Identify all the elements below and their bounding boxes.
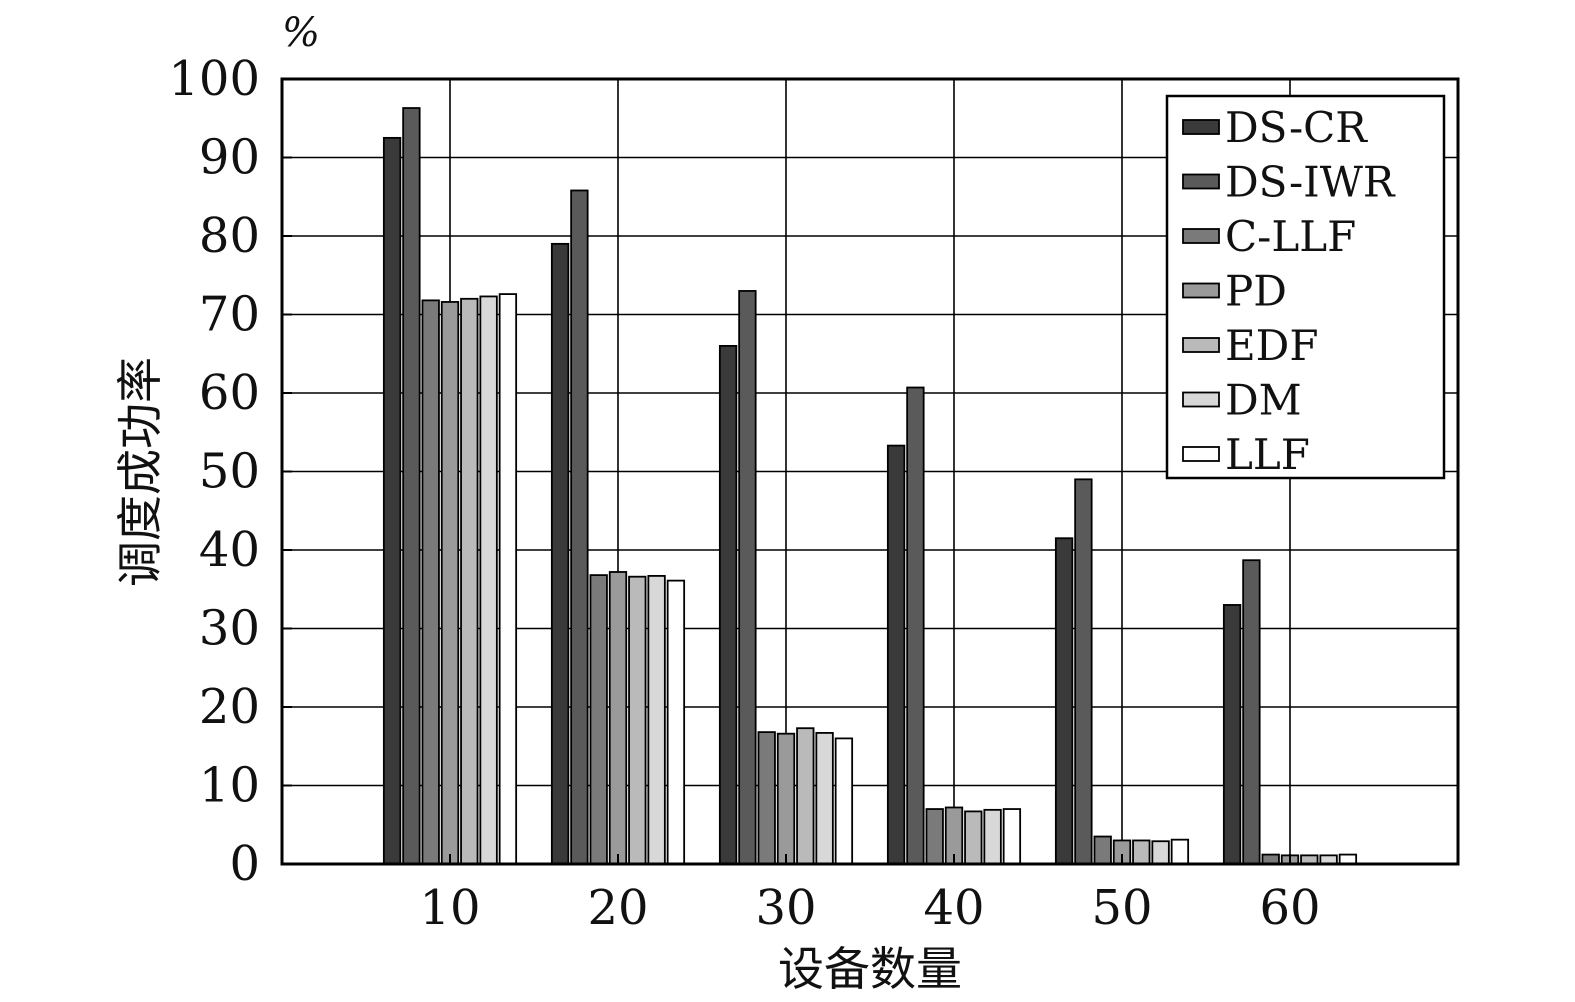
legend-swatch	[1182, 119, 1220, 135]
bar	[757, 731, 776, 865]
bar	[1222, 604, 1242, 865]
legend-label: C-LLF	[1225, 212, 1356, 261]
x-tick-label: 20	[587, 880, 648, 936]
bar	[1093, 835, 1112, 865]
y-tick-label: 100	[168, 51, 260, 107]
bar	[647, 575, 666, 865]
y-tick-label: 70	[199, 287, 260, 343]
bar	[964, 810, 983, 865]
legend-label: LLF	[1225, 430, 1310, 479]
bar	[666, 579, 686, 865]
bar	[628, 575, 647, 865]
bar	[382, 136, 402, 865]
bar	[1242, 559, 1261, 865]
y-tick-label: 60	[199, 365, 260, 421]
legend: DS-CR DS-IWR C-LLF PD EDF DM LLF	[1165, 94, 1446, 480]
bar	[796, 727, 815, 865]
x-axis-ticks: 10 20 30 40 50 60	[419, 854, 1321, 936]
bar	[550, 242, 570, 865]
legend-label: DS-CR	[1225, 103, 1368, 152]
bar	[738, 290, 757, 865]
bar	[776, 732, 796, 865]
legend-swatch	[1182, 228, 1220, 244]
bar	[1151, 840, 1170, 865]
legend-swatch	[1182, 282, 1220, 299]
bar	[421, 299, 440, 865]
legend-label: EDF	[1225, 321, 1318, 370]
bar	[498, 293, 518, 865]
y-axis-ticks: 0 10 20 30 40 50 60 70 80 90 100	[168, 51, 292, 892]
bar	[718, 344, 738, 865]
y-tick-label: 80	[199, 208, 260, 264]
x-tick-label: 10	[419, 880, 480, 936]
bar	[1074, 478, 1093, 865]
legend-swatch	[1182, 337, 1220, 353]
bar	[886, 444, 906, 865]
bar	[1054, 537, 1074, 865]
legend-label: DM	[1225, 376, 1302, 425]
y-tick-label: 90	[199, 130, 260, 186]
x-tick-label: 50	[1091, 880, 1152, 936]
bar	[589, 574, 608, 865]
y-tick-label: 50	[199, 444, 260, 500]
legend-swatch	[1182, 173, 1220, 190]
y-tick-label: 40	[199, 522, 260, 578]
y-unit-label: %	[282, 10, 320, 56]
y-tick-label: 0	[229, 836, 260, 892]
bar	[608, 571, 628, 865]
bar	[440, 301, 460, 865]
bar	[1132, 839, 1151, 865]
legend-swatch	[1182, 446, 1220, 462]
x-tick-label: 30	[755, 880, 816, 936]
bar	[834, 737, 854, 865]
y-axis-title: 调度成功率	[113, 357, 167, 587]
bar	[570, 189, 589, 865]
x-tick-label: 40	[923, 880, 984, 936]
bar	[906, 386, 925, 865]
bar	[460, 297, 479, 865]
y-tick-label: 10	[199, 758, 260, 814]
bar	[925, 808, 944, 865]
bar	[402, 107, 421, 865]
x-axis-title: 设备数量	[778, 942, 962, 996]
y-tick-label: 30	[199, 601, 260, 657]
bar	[815, 732, 834, 865]
bar	[983, 808, 1002, 865]
bar	[1170, 838, 1190, 865]
y-tick-label: 20	[199, 679, 260, 735]
legend-label: DS-IWR	[1225, 158, 1396, 207]
legend-swatch	[1182, 391, 1220, 408]
bar	[479, 295, 498, 865]
legend-label: PD	[1225, 267, 1287, 316]
bar	[1002, 808, 1022, 865]
x-tick-label: 60	[1259, 880, 1320, 936]
